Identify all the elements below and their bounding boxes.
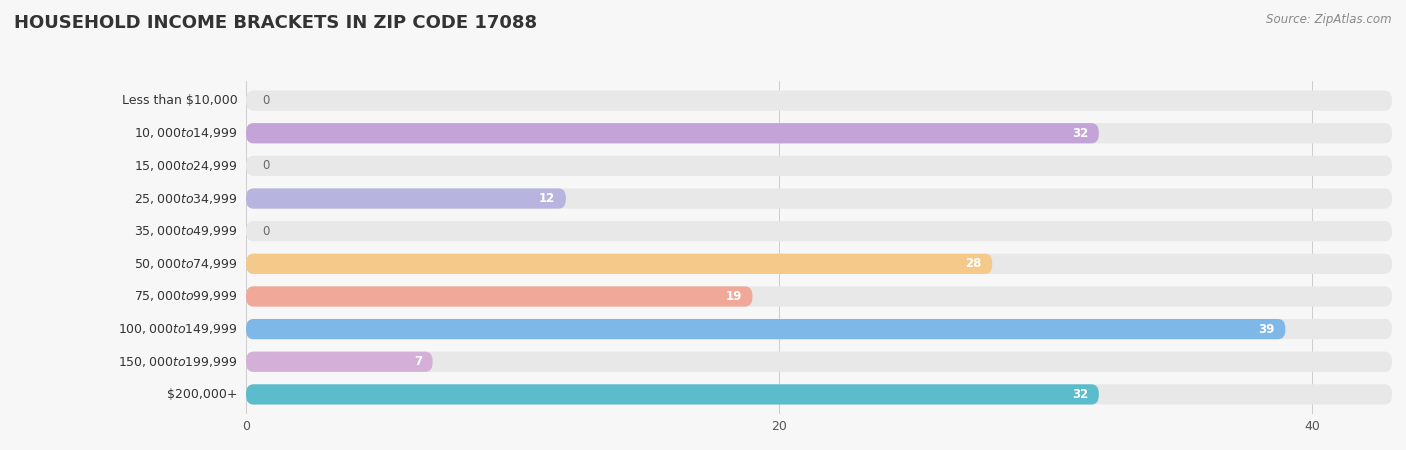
Text: 39: 39 — [1258, 323, 1275, 336]
FancyBboxPatch shape — [246, 90, 1392, 111]
FancyBboxPatch shape — [246, 254, 993, 274]
FancyBboxPatch shape — [246, 384, 1099, 405]
Text: 7: 7 — [413, 355, 422, 368]
Text: $35,000 to $49,999: $35,000 to $49,999 — [134, 224, 238, 238]
Text: $200,000+: $200,000+ — [167, 388, 238, 401]
Text: 28: 28 — [965, 257, 981, 270]
Text: $15,000 to $24,999: $15,000 to $24,999 — [134, 159, 238, 173]
FancyBboxPatch shape — [246, 254, 1392, 274]
FancyBboxPatch shape — [246, 123, 1392, 144]
Text: $150,000 to $199,999: $150,000 to $199,999 — [118, 355, 238, 369]
Text: $75,000 to $99,999: $75,000 to $99,999 — [134, 289, 238, 303]
Text: 19: 19 — [725, 290, 742, 303]
FancyBboxPatch shape — [246, 351, 433, 372]
Text: Less than $10,000: Less than $10,000 — [122, 94, 238, 107]
FancyBboxPatch shape — [246, 384, 1392, 405]
Text: $25,000 to $34,999: $25,000 to $34,999 — [134, 192, 238, 206]
FancyBboxPatch shape — [246, 286, 1392, 306]
FancyBboxPatch shape — [246, 189, 1392, 209]
Text: 0: 0 — [262, 94, 270, 107]
Text: $50,000 to $74,999: $50,000 to $74,999 — [134, 257, 238, 271]
Text: 32: 32 — [1071, 388, 1088, 401]
FancyBboxPatch shape — [246, 156, 1392, 176]
Text: 0: 0 — [262, 225, 270, 238]
Text: 12: 12 — [538, 192, 555, 205]
Text: 0: 0 — [262, 159, 270, 172]
Text: Source: ZipAtlas.com: Source: ZipAtlas.com — [1267, 14, 1392, 27]
Text: $100,000 to $149,999: $100,000 to $149,999 — [118, 322, 238, 336]
FancyBboxPatch shape — [246, 286, 752, 306]
FancyBboxPatch shape — [246, 123, 1099, 144]
FancyBboxPatch shape — [246, 221, 1392, 241]
FancyBboxPatch shape — [246, 189, 565, 209]
FancyBboxPatch shape — [246, 319, 1285, 339]
FancyBboxPatch shape — [246, 351, 1392, 372]
Text: $10,000 to $14,999: $10,000 to $14,999 — [134, 126, 238, 140]
FancyBboxPatch shape — [246, 319, 1392, 339]
Text: 32: 32 — [1071, 127, 1088, 140]
Text: HOUSEHOLD INCOME BRACKETS IN ZIP CODE 17088: HOUSEHOLD INCOME BRACKETS IN ZIP CODE 17… — [14, 14, 537, 32]
